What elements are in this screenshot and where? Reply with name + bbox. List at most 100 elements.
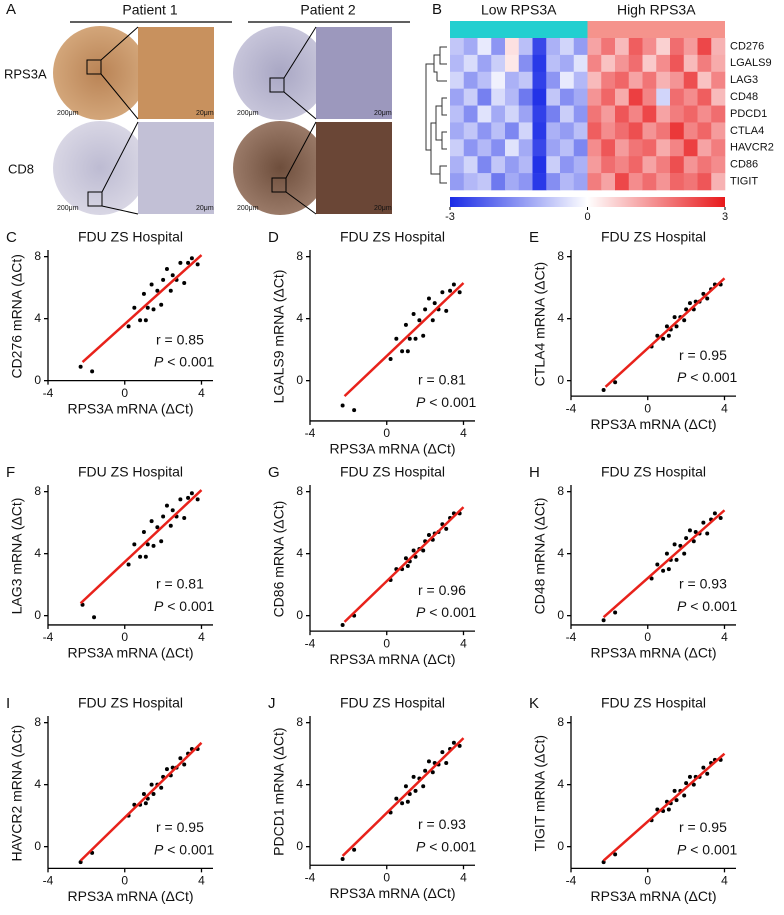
p-symbol: P (416, 394, 426, 410)
point (352, 847, 357, 852)
heatmap-cell (491, 54, 506, 73)
heatmap-cell (711, 173, 726, 191)
zoom-line (101, 121, 139, 193)
colorbar-label: 3 (722, 211, 728, 223)
heatmap-cell (477, 71, 492, 89)
heatmap-cell (615, 139, 630, 157)
point (423, 307, 428, 312)
point (143, 801, 148, 806)
heatmap-cell (601, 88, 616, 106)
heatmap-cell (670, 139, 685, 157)
heatmap-cell (546, 156, 561, 174)
x-axis-label: RPS3A mRNA (ΔCt) (329, 885, 455, 901)
r-value: r = 0.95 (679, 819, 727, 835)
scale-label: 20μm (196, 205, 214, 212)
point (78, 364, 83, 369)
heatmap-cell (477, 156, 492, 174)
heatmap-cell (477, 139, 492, 157)
chart-title: FDU ZS Hospital (601, 464, 706, 480)
heatmap-cell (560, 122, 575, 140)
heatmap-cell (656, 105, 671, 123)
point (423, 768, 428, 773)
heatmap-cell (532, 156, 547, 174)
heatmap-cell (573, 88, 588, 106)
point (405, 564, 410, 569)
scale-label: 200μm (237, 110, 259, 117)
heatmap-cell (477, 122, 492, 140)
scale-label: 200μm (237, 205, 259, 212)
point (444, 526, 449, 531)
panel-letter: C (6, 229, 17, 246)
heatmap-cell (573, 156, 588, 174)
point (701, 291, 706, 296)
heatmap-cell (573, 54, 588, 73)
zoom-box (269, 77, 285, 93)
heatmap-cell (491, 173, 506, 191)
point (182, 762, 187, 767)
point (126, 324, 131, 329)
heatmap-cell (532, 38, 547, 56)
point (701, 520, 706, 525)
heatmap-cell (601, 122, 616, 140)
point (405, 349, 410, 354)
point (151, 307, 156, 312)
x-tick-label: 4 (460, 870, 467, 884)
point (451, 740, 456, 745)
heatmap-cell (546, 173, 561, 191)
zoom-line (283, 91, 317, 120)
point (432, 301, 437, 306)
x-tick-label: 4 (721, 874, 728, 888)
y-tick-label: 0 (34, 839, 41, 853)
point (141, 529, 146, 534)
column-header: Patient 1 (122, 2, 177, 18)
point (674, 557, 679, 562)
p-symbol: P (677, 369, 687, 385)
x-tick-label: 0 (121, 874, 128, 888)
heatmap-cell (463, 122, 478, 140)
point (340, 622, 345, 627)
point (164, 267, 169, 272)
x-axis-label: RPS3A mRNA (ΔCt) (590, 645, 716, 661)
heatmap-cell (697, 38, 712, 56)
fit-line (79, 741, 203, 862)
point (145, 305, 150, 310)
heatmap-cell (642, 105, 657, 123)
heatmap-cell (656, 71, 671, 89)
heatmap-cell (587, 156, 602, 174)
fit-line (79, 489, 203, 605)
point (189, 256, 194, 261)
heatmap-cell (450, 88, 465, 106)
heatmap-cell (450, 105, 465, 123)
row-label: LAG3 (730, 74, 758, 86)
fit-line (81, 254, 203, 363)
heatmap-cell (642, 54, 657, 73)
heatmap-cell (491, 156, 506, 174)
heatmap-cell (560, 38, 575, 56)
colorbar-label: -3 (445, 211, 455, 223)
row-label: LGALS9 (730, 57, 772, 69)
heatmap-cell (670, 173, 685, 191)
point (691, 782, 696, 787)
p-symbol: P (677, 598, 687, 614)
heatmap-cell (518, 156, 533, 174)
heatmap-cell (491, 38, 506, 56)
heatmap-cell (683, 173, 698, 191)
y-tick-label: 0 (34, 373, 41, 387)
fit-line (343, 282, 465, 398)
x-tick-label: -4 (43, 386, 54, 400)
x-tick-label: -4 (43, 874, 54, 888)
point (189, 491, 194, 496)
p-text: < 0.001 (425, 838, 476, 854)
point (141, 291, 146, 296)
point (138, 554, 143, 559)
row-label: TIGIT (730, 175, 758, 187)
heatmap-cell (546, 54, 561, 73)
heatmap-cell (477, 173, 492, 191)
x-tick-label: 0 (383, 426, 390, 440)
point (705, 296, 710, 301)
heatmap-cell (697, 88, 712, 106)
heatmap-cell (601, 71, 616, 89)
point (92, 615, 97, 620)
x-axis-label: RPS3A mRNA (ΔCt) (590, 888, 716, 904)
heatmap-cell (642, 139, 657, 157)
